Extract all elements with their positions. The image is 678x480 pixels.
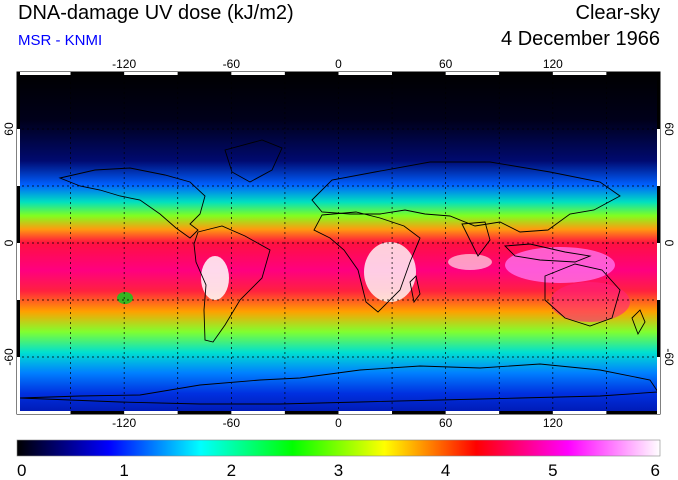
frame-tick-top xyxy=(338,72,393,75)
map-frame xyxy=(16,71,661,415)
latitude-label: 60 xyxy=(662,122,676,136)
frame-tick-left xyxy=(17,186,20,243)
frame-tick-left xyxy=(17,72,20,129)
longitude-label: 120 xyxy=(543,57,563,71)
coastline-africa xyxy=(313,211,421,313)
frame-tick-bottom xyxy=(552,411,607,414)
latitude-label: -60 xyxy=(662,348,676,366)
colorbar-tick-label: 1 xyxy=(119,461,128,480)
frame-tick-bottom xyxy=(124,411,178,414)
coastline-north-america xyxy=(58,167,206,239)
longitude-label: -60 xyxy=(223,416,241,430)
frame-tick-bottom xyxy=(499,411,553,414)
latitude-label: 60 xyxy=(2,122,16,136)
frame-tick-top xyxy=(177,72,232,75)
frame-ticks xyxy=(17,72,660,414)
coastline-antarctica xyxy=(19,363,659,405)
longitude-label: 0 xyxy=(335,57,342,71)
map-title: DNA-damage UV dose (kJ/m2) xyxy=(18,2,294,24)
frame-tick-bottom xyxy=(17,411,71,414)
frame-tick-top xyxy=(284,72,339,75)
frame-tick-top xyxy=(70,72,125,75)
latitude-label: 0 xyxy=(662,240,676,247)
frame-tick-bottom xyxy=(338,411,393,414)
uv-hotspot xyxy=(550,282,630,322)
frame-tick-right xyxy=(657,186,660,243)
longitude-label: -60 xyxy=(223,57,241,71)
longitude-label: 60 xyxy=(439,416,453,430)
frame-tick-bottom xyxy=(231,411,285,414)
colorbar-gradient xyxy=(17,440,660,456)
uv-hotspot xyxy=(201,256,229,300)
frame-tick-right xyxy=(657,129,660,186)
longitude-label: 0 xyxy=(335,416,342,430)
frame-tick-top xyxy=(552,72,607,75)
frame-tick-top xyxy=(445,72,500,75)
longitude-label: -120 xyxy=(112,416,136,430)
frame-tick-bottom xyxy=(392,411,446,414)
longitude-label: 120 xyxy=(543,416,563,430)
longitude-label: 60 xyxy=(439,57,453,71)
frame-tick-right xyxy=(657,72,660,129)
coastline-new-zealand xyxy=(631,309,646,336)
colorbar-tick-label: 3 xyxy=(334,461,343,480)
colorbar-tick-label: 4 xyxy=(441,461,450,480)
frame-tick-top xyxy=(392,72,446,75)
frame-tick-top xyxy=(499,72,553,75)
coastlines xyxy=(19,139,659,405)
uv-hotspot xyxy=(505,247,615,283)
frame-tick-top xyxy=(606,72,660,75)
longitude-labels-bottom: -120 -60 0 60 120 xyxy=(112,416,563,430)
coastline-greenland xyxy=(224,139,283,183)
coastline-madagascar xyxy=(409,275,421,304)
frame-tick-left xyxy=(17,243,20,300)
frame-tick-bottom xyxy=(177,411,232,414)
frame-tick-bottom xyxy=(284,411,339,414)
uv-hotspot xyxy=(364,242,416,302)
frame-tick-right xyxy=(657,357,660,414)
coastline-south-america xyxy=(193,225,271,343)
longitude-labels-top: -120 -60 0 60 120 xyxy=(112,57,563,71)
colorbar-tick-label: 5 xyxy=(548,461,557,480)
frame-tick-right xyxy=(657,243,660,300)
frame-tick-bottom xyxy=(70,411,125,414)
frame-tick-left xyxy=(17,300,20,357)
source-label: MSR - KNMI xyxy=(18,32,103,49)
latitude-label: -60 xyxy=(2,348,16,366)
coastline-europe-asia xyxy=(311,161,621,233)
colorbar-border xyxy=(16,439,661,457)
colorbar-tick-label: 0 xyxy=(17,461,26,480)
coastline-india xyxy=(461,221,491,257)
frame-tick-top xyxy=(124,72,178,75)
colorbar-tick-label: 6 xyxy=(651,461,660,480)
colorbar-tick-label: 2 xyxy=(227,461,236,480)
frame-tick-top xyxy=(17,72,71,75)
graticule xyxy=(17,72,660,414)
frame-tick-bottom xyxy=(445,411,500,414)
latitude-labels-left: 60 0 -60 xyxy=(2,122,16,366)
frame-tick-left xyxy=(17,357,20,414)
colorbar: 0 1 2 3 4 5 6 xyxy=(16,439,661,480)
uv-hotspot xyxy=(448,254,492,270)
frame-tick-left xyxy=(17,129,20,186)
uv-hotspot xyxy=(117,292,133,304)
latitude-labels-right: 60 0 -60 xyxy=(662,122,676,366)
latitude-label: 0 xyxy=(2,239,16,246)
frame-tick-top xyxy=(231,72,285,75)
sky-condition-label: Clear-sky xyxy=(575,2,660,24)
date-label: 4 December 1966 xyxy=(501,28,660,50)
colorbar-tick-labels: 0 1 2 3 4 5 6 xyxy=(17,461,660,480)
coastline-australia xyxy=(544,263,621,327)
frame-tick-bottom xyxy=(606,411,660,414)
coastline-indonesia xyxy=(503,243,592,263)
longitude-label: -120 xyxy=(112,57,136,71)
frame-tick-right xyxy=(657,300,660,357)
